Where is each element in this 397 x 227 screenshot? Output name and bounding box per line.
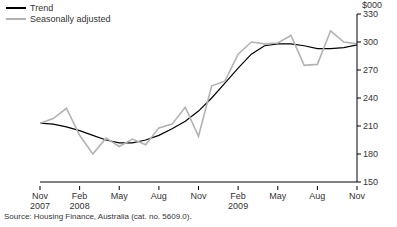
svg-text:Feb2008: Feb2008	[70, 191, 90, 211]
svg-text:270: 270	[363, 65, 378, 75]
svg-text:240: 240	[363, 93, 378, 103]
html-text:Source: Housing Finance, Austr: Source: Housing Finance, Australia (cat.…	[4, 212, 192, 221]
html-text:$000: $000	[362, 0, 382, 10]
svg-text:300: 300	[363, 37, 378, 47]
svg-text:150: 150	[363, 177, 378, 187]
svg-text:Aug: Aug	[151, 191, 167, 201]
svg-text:May: May	[111, 191, 129, 201]
svg-text:180: 180	[363, 149, 378, 159]
svg-text:Nov: Nov	[190, 191, 207, 201]
html-text:Seasonally adjusted: Seasonally adjusted	[30, 13, 111, 24]
svg-text:Nov2007: Nov2007	[30, 191, 50, 211]
svg-text:May: May	[269, 191, 287, 201]
svg-text:Nov: Nov	[349, 191, 366, 201]
html-text:Trend: Trend	[30, 2, 54, 13]
svg-text:Aug: Aug	[309, 191, 325, 201]
svg-text:Feb2009: Feb2009	[228, 191, 248, 211]
svg-text:210: 210	[363, 121, 378, 131]
svg-text:330: 330	[363, 9, 378, 19]
